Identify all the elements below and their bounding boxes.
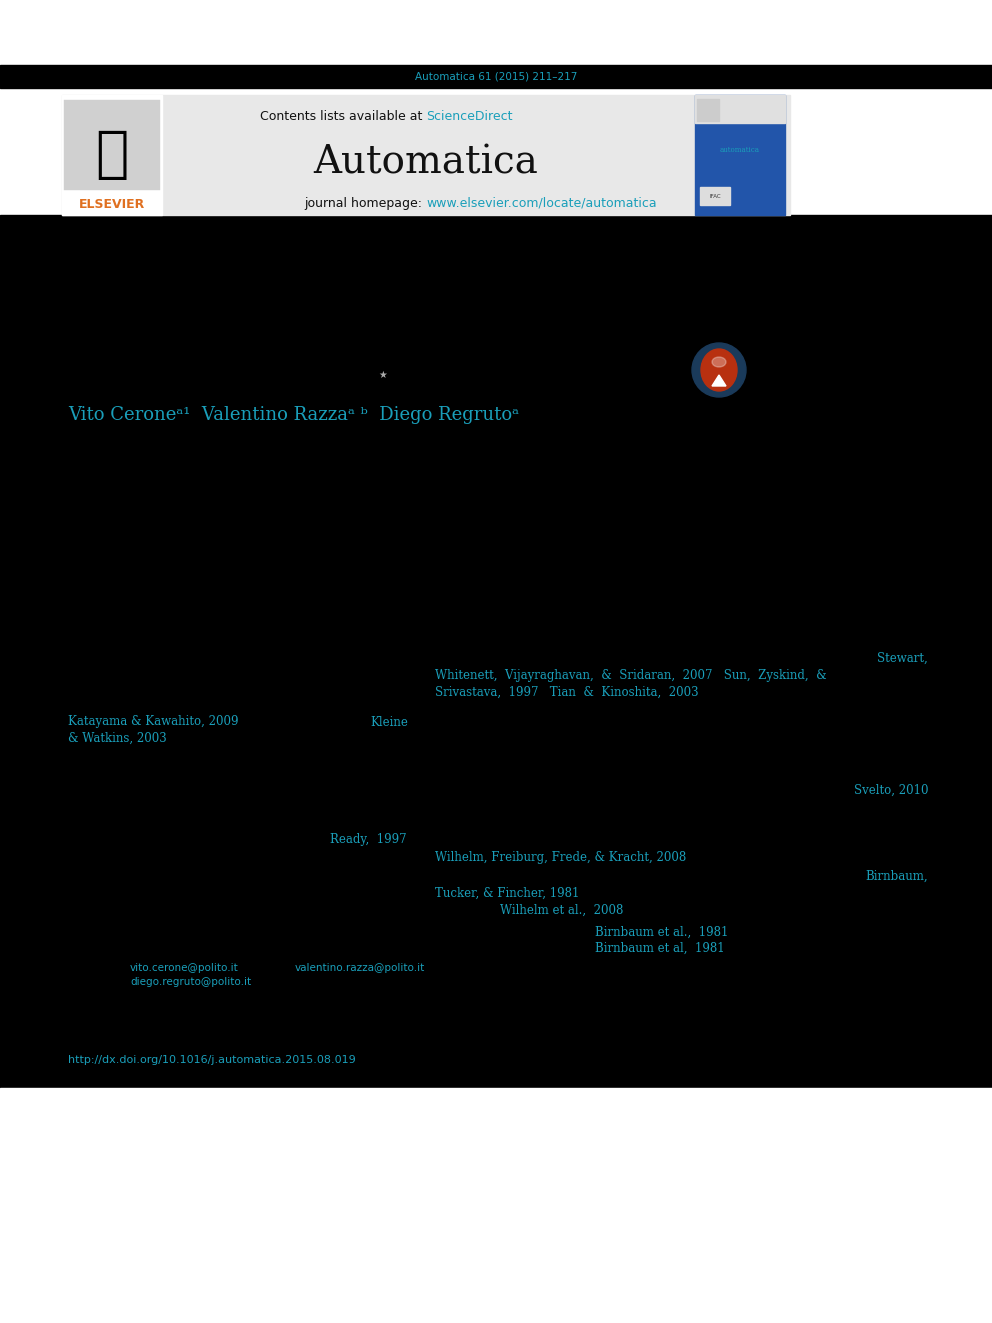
Polygon shape [712,374,726,386]
Text: Whitenett,  Vijayraghavan,  &  Sridaran,  2007   Sun,  Zyskind,  &: Whitenett, Vijayraghavan, & Sridaran, 20… [435,668,826,681]
Text: ★: ★ [379,370,387,380]
Text: valentino.razza@polito.it: valentino.razza@polito.it [295,963,426,972]
Circle shape [692,343,746,397]
Text: www.elsevier.com/locate/automatica: www.elsevier.com/locate/automatica [426,197,657,209]
Ellipse shape [701,349,737,392]
Ellipse shape [712,357,726,366]
Text: Automatica 61 (2015) 211–217: Automatica 61 (2015) 211–217 [415,71,577,82]
Bar [64,101,160,191]
Bar [697,99,719,120]
Text: Wilhelm, Freiburg, Frede, & Kracht, 2008: Wilhelm, Freiburg, Frede, & Kracht, 2008 [435,852,686,864]
Text: Kleine: Kleine [370,716,408,729]
Text: Contents lists available at: Contents lists available at [260,111,426,123]
Bar [695,95,785,216]
Text: Katayama & Kawahito, 2009: Katayama & Kawahito, 2009 [68,716,238,729]
Text: Wilhelm et al.,  2008: Wilhelm et al., 2008 [500,904,623,917]
Text: Birnbaum,: Birnbaum, [865,869,928,882]
Text: Srivastava,  1997   Tian  &  Kinoshita,  2003: Srivastava, 1997 Tian & Kinoshita, 2003 [435,685,698,699]
Text: & Watkins, 2003: & Watkins, 2003 [68,732,167,745]
Text: Ready,  1997: Ready, 1997 [330,833,407,847]
Text: journal homepage:: journal homepage: [304,197,426,209]
Text: ELSEVIER: ELSEVIER [79,198,145,212]
Text: Svelto, 2010: Svelto, 2010 [853,783,928,796]
Text: Birnbaum et al.,  1981: Birnbaum et al., 1981 [595,926,728,938]
Text: Birnbaum et al,  1981: Birnbaum et al, 1981 [595,942,724,954]
Bar [62,95,162,216]
Bar [695,95,785,123]
Bar [0,65,992,89]
Bar [0,1088,992,1323]
Text: vito.cerone@polito.it: vito.cerone@polito.it [130,963,239,972]
Text: Vito Ceroneᵃ¹  Valentino Razzaᵃ ᵇ  Diego Regrutoᵃ: Vito Ceroneᵃ¹ Valentino Razzaᵃ ᵇ Diego R… [68,406,519,423]
Text: Automatica: Automatica [313,144,539,181]
Bar [62,95,790,216]
Text: Tucker, & Fincher, 1981: Tucker, & Fincher, 1981 [435,886,579,900]
Bar [0,216,992,1088]
Text: ScienceDirect: ScienceDirect [426,111,513,123]
Bar [700,187,730,205]
Text: 🌳: 🌳 [95,128,129,183]
Text: http://dx.doi.org/10.1016/j.automatica.2015.08.019: http://dx.doi.org/10.1016/j.automatica.2… [68,1054,356,1065]
Text: automatica: automatica [720,146,760,153]
Text: diego.regruto@polito.it: diego.regruto@polito.it [130,976,251,987]
Text: IFAC: IFAC [709,194,721,200]
Text: Stewart,: Stewart, [877,651,928,664]
